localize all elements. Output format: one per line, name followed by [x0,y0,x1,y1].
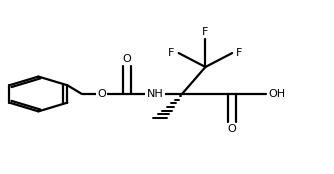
Text: O: O [228,124,236,134]
Text: F: F [168,48,175,58]
Text: O: O [123,54,131,64]
Text: F: F [236,48,242,58]
Text: O: O [98,89,106,99]
Text: F: F [202,27,209,37]
Text: NH: NH [147,89,164,99]
Text: OH: OH [268,89,285,99]
